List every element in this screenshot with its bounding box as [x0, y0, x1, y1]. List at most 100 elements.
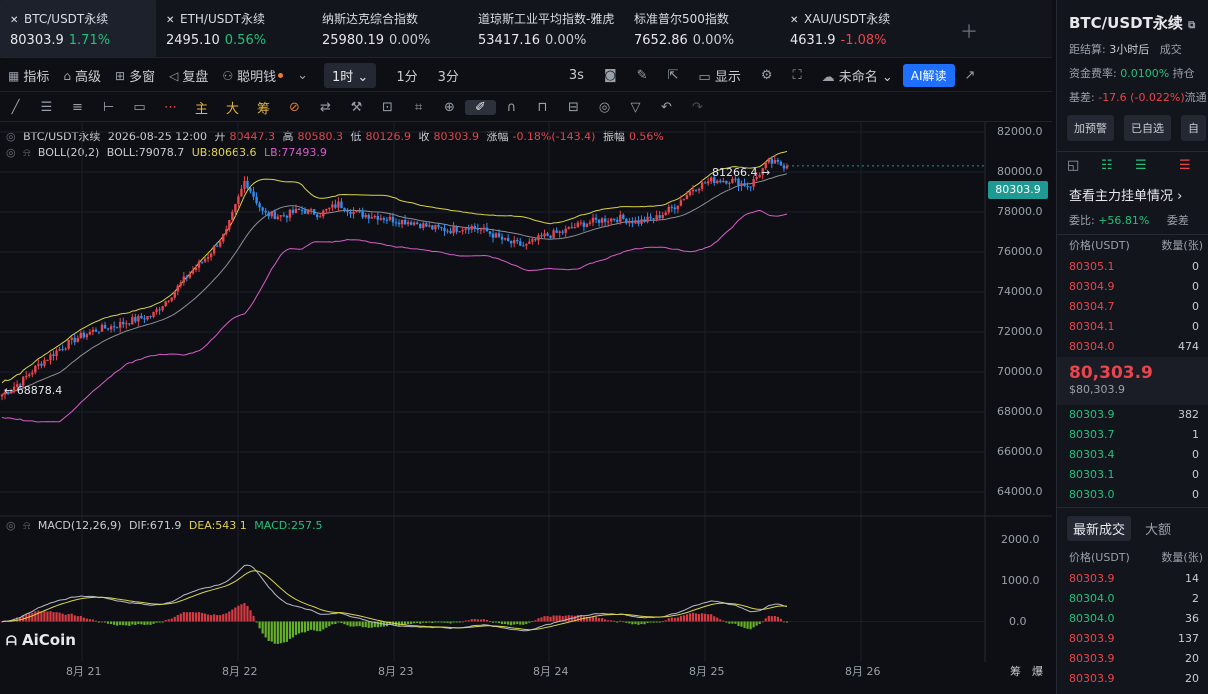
book-mode-icon[interactable]: ◱ [1067, 158, 1080, 173]
macd-bar [491, 621, 495, 623]
macd-bar [479, 619, 482, 622]
hline-tool-icon[interactable]: ⊢ [102, 100, 115, 115]
ticker-tab[interactable]: 标准普尔500指数 7652.86 0.00% [624, 0, 780, 57]
magnet-tool-icon[interactable]: ∩ [506, 100, 517, 115]
price-chart[interactable] [0, 122, 1052, 694]
trendline-tool-icon[interactable]: ╱ [11, 100, 20, 115]
zoom-tool-icon[interactable]: ⊕ [444, 100, 455, 115]
macd-bar [334, 621, 337, 624]
macd-bar [719, 619, 722, 622]
candle-body [337, 201, 340, 208]
close-icon[interactable]: ✕ [166, 15, 175, 26]
lock-tool-icon[interactable]: ⊓ [537, 100, 548, 115]
brush-tool-icon[interactable]: ✐ [465, 100, 496, 115]
chips-tool[interactable]: 筹 [256, 102, 270, 117]
order-row[interactable]: 80304.9 0 [1069, 280, 1199, 293]
share-icon[interactable]: ⇱ [667, 68, 679, 83]
trade-row: 80303.9 20 [1069, 652, 1199, 665]
advanced-button[interactable]: ⌂ 高级 [63, 68, 101, 86]
more-tools-icon[interactable]: ⋯ [164, 100, 177, 115]
ticker-tab[interactable]: 道琼斯工业平均指数-雅虎 53417.16 0.00% [468, 0, 624, 57]
macd-bar [467, 620, 470, 622]
timeframe-1h-select[interactable]: 1时 ⌄ [324, 63, 377, 88]
candle-body [319, 216, 322, 218]
camera-icon[interactable]: ◙ [603, 68, 617, 83]
order-row[interactable]: 80303.1 0 [1069, 468, 1199, 481]
macd-bar [249, 610, 252, 622]
undo-icon[interactable]: ↶ [661, 100, 672, 115]
close-icon[interactable]: ✕ [10, 15, 19, 26]
parallel-tool-icon[interactable]: ☰ [40, 100, 53, 115]
eye-icon[interactable]: ◎ [6, 519, 16, 532]
macd-bar [428, 621, 431, 623]
refresh-interval-button[interactable]: 3s [568, 68, 584, 83]
add-alert-button[interactable]: 加预警 [1067, 115, 1114, 141]
large-order-tool[interactable]: 大 [225, 102, 239, 117]
eye-icon[interactable]: ◎ [6, 146, 16, 159]
candle-body [309, 209, 313, 211]
liquidation-button[interactable]: 爆 [1032, 665, 1043, 678]
rect-tool-icon[interactable]: ▭ [133, 100, 146, 115]
main-orders-link[interactable]: 查看主力挂单情况 › [1069, 189, 1183, 204]
alarm-icon[interactable]: ⍾ [23, 519, 31, 532]
ticker-tab[interactable]: 纳斯达克综合指数 25980.19 0.00% [312, 0, 468, 57]
sync-tool-icon[interactable]: ⇄ [320, 100, 331, 115]
book-asks-icon[interactable]: ☰ [1179, 158, 1191, 173]
layout-name-button[interactable]: ☁ 未命名 ⌄ [821, 70, 893, 85]
tab-large-trades[interactable]: 大额 [1145, 523, 1172, 538]
add-ticker-icon[interactable]: ＋ [960, 22, 978, 43]
candle-body [222, 233, 225, 242]
macd-bar [785, 621, 789, 623]
timeframe-3m-button[interactable]: 3分 [437, 70, 459, 85]
hlines-tool-icon[interactable]: ≡ [72, 100, 83, 115]
bookmark-tool-icon[interactable]: ⊡ [382, 100, 393, 115]
candle-body [409, 222, 413, 225]
macd-bar [564, 615, 567, 622]
candle-body [537, 235, 540, 241]
order-row[interactable]: 80303.9 382 [1069, 408, 1199, 421]
order-row[interactable]: 80304.7 0 [1069, 300, 1199, 313]
book-bids-icon[interactable]: ☰ [1135, 158, 1147, 173]
order-row[interactable]: 80304.1 0 [1069, 320, 1199, 333]
order-row[interactable]: 80303.4 0 [1069, 448, 1199, 461]
watchlist-button[interactable]: 已自选 [1124, 115, 1171, 141]
macd-bar [285, 621, 288, 642]
trend-icon[interactable]: ↗ [964, 68, 976, 83]
timeframe-1m-button[interactable]: 1分 [396, 70, 418, 85]
ticker-tab[interactable]: ✕ ETH/USDT永续 2495.10 0.56% [156, 0, 312, 57]
ai-analysis-button[interactable]: AI解读 [902, 64, 955, 87]
alarm-icon[interactable]: ⍾ [23, 146, 31, 159]
tab-latest-trades[interactable]: 最新成交 [1067, 516, 1132, 541]
order-row[interactable]: 80304.0 474 [1069, 340, 1199, 353]
pen-icon[interactable]: ✎ [636, 68, 648, 83]
redo-icon[interactable]: ↷ [692, 100, 703, 115]
smart-money-button[interactable]: ⚇ 聪明钱 [222, 66, 284, 85]
book-both-icon[interactable]: ☷ [1101, 158, 1113, 173]
macd-bar [722, 620, 725, 622]
close-icon[interactable]: ✕ [790, 15, 799, 26]
eye-tool-icon[interactable]: ◎ [598, 100, 611, 115]
main-force-tool[interactable]: 主 [194, 102, 208, 117]
order-row[interactable]: 80303.0 0 [1069, 488, 1199, 501]
order-row[interactable]: 80303.7 1 [1069, 428, 1199, 441]
ticker-tab[interactable]: ✕ XAU/USDT永续 4631.9 -1.08% [780, 0, 936, 57]
filter-tool-icon[interactable]: ▽ [630, 100, 641, 115]
ticker-tab[interactable]: ✕ BTC/USDT永续 80303.9 1.71% [0, 0, 156, 57]
copy-icon[interactable]: ⧉ [1188, 20, 1196, 31]
ruler-tool-icon[interactable]: ⌗ [414, 100, 423, 115]
settings-gear-icon[interactable]: ⚙ [760, 68, 773, 83]
macd-bar [516, 621, 519, 625]
candle-body [419, 223, 422, 229]
fullscreen-icon[interactable]: ⛶ [792, 68, 802, 83]
wand-tool-icon[interactable]: ⚒ [350, 100, 363, 115]
more-chevron-icon[interactable]: ⌄ [297, 68, 309, 83]
replay-button[interactable]: ◁ 复盘 [169, 68, 209, 86]
multi-window-button[interactable]: ⊞ 多窗 [115, 68, 156, 86]
hide-tool-icon[interactable]: ⊟ [568, 100, 579, 115]
indicators-button[interactable]: ▦ 指标 [8, 68, 50, 86]
signal-tool-icon[interactable]: ⊘ [289, 100, 300, 115]
extra-button[interactable]: 自 [1181, 115, 1206, 141]
display-button[interactable]: ▭ 显示 [698, 70, 741, 85]
order-row[interactable]: 80305.1 0 [1069, 260, 1199, 273]
chips-button[interactable]: 筹 [1010, 665, 1021, 678]
